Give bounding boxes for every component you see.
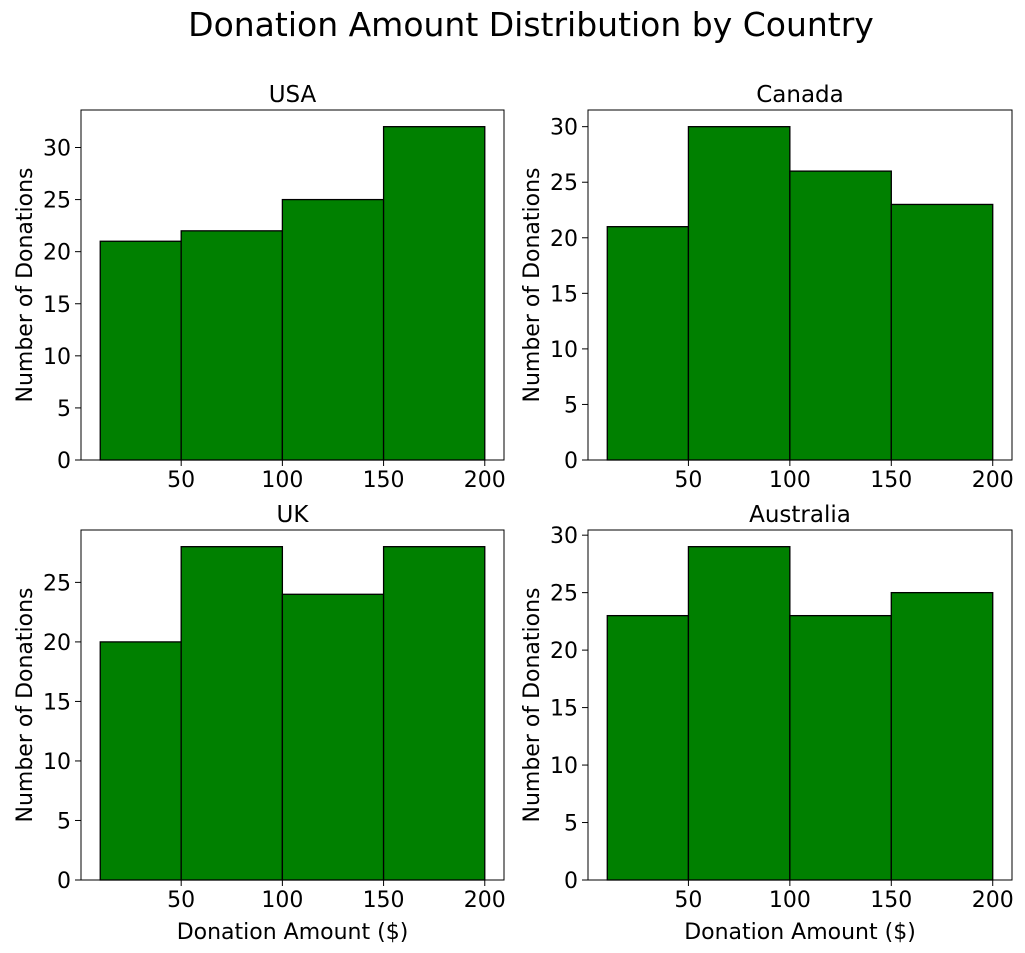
x-tick-label-usa-100: 100 [261, 468, 303, 493]
y-axis-label-usa: Number of Donations [13, 168, 38, 403]
y-tick-label-australia-20: 20 [550, 639, 578, 664]
axes-frame-australia [587, 529, 1013, 881]
bar-uk-3 [281, 593, 385, 881]
y-tick-label-usa-5: 5 [57, 397, 71, 422]
x-tick-label-uk-50: 50 [167, 888, 195, 913]
y-tick-label-canada-30: 30 [550, 116, 578, 141]
y-tick-label-usa-0: 0 [57, 449, 71, 474]
x-tick-label-canada-50: 50 [674, 468, 702, 493]
x-tick-label-canada-200: 200 [972, 468, 1014, 493]
bar-usa-2 [180, 230, 284, 461]
bar-canada-1 [606, 226, 690, 461]
bar-uk-2 [180, 546, 284, 881]
y-tick-label-australia-10: 10 [550, 754, 578, 779]
y-tick-label-canada-5: 5 [564, 393, 578, 418]
x-axis-label-australia: Donation Amount ($) [684, 920, 916, 945]
y-tick-label-canada-10: 10 [550, 338, 578, 363]
bar-canada-4 [890, 203, 994, 461]
x-tick-label-canada-100: 100 [769, 468, 811, 493]
axes-frame-uk [80, 529, 505, 881]
panel-usa: 50 100 150 200 0 5 10 15 20 25 30 USA Number of Dona… [13, 82, 506, 493]
y-axis-label-canada: Number of Donations [520, 168, 545, 403]
x-tick-label-uk-150: 150 [363, 888, 405, 913]
bar-australia-1 [606, 614, 690, 881]
bar-canada-2 [687, 126, 791, 461]
y-tick-label-australia-5: 5 [564, 812, 578, 837]
panel-uk: 50 100 150 200 0 5 10 15 20 25 UK Number of Donatio… [13, 502, 506, 945]
x-tick-label-usa-200: 200 [464, 468, 506, 493]
subplot-title-australia: Australia [749, 502, 851, 528]
y-tick-label-canada-25: 25 [550, 171, 578, 196]
bar-uk-1 [99, 641, 182, 881]
x-tick-label-australia-50: 50 [674, 888, 702, 913]
x-tick-label-australia-200: 200 [972, 888, 1014, 913]
y-tick-label-usa-20: 20 [43, 241, 71, 266]
axes-frame-usa [80, 109, 505, 461]
bar-usa-4 [382, 126, 486, 461]
y-tick-label-usa-25: 25 [43, 189, 71, 214]
subplot-title-canada: Canada [756, 82, 844, 108]
bar-australia-3 [789, 614, 892, 881]
y-tick-label-uk-20: 20 [43, 631, 71, 656]
y-tick-label-canada-15: 15 [550, 282, 578, 307]
y-tick-label-usa-15: 15 [43, 293, 71, 318]
bar-usa-3 [281, 198, 385, 461]
y-tick-label-canada-20: 20 [550, 227, 578, 252]
figure-title: Donation Amount Distribution by Country [188, 5, 874, 44]
y-tick-label-usa-10: 10 [43, 345, 71, 370]
y-axis-label-uk: Number of Donations [13, 588, 38, 823]
x-tick-label-australia-150: 150 [870, 888, 912, 913]
x-tick-label-usa-50: 50 [167, 468, 195, 493]
panel-canada: 50 100 150 200 0 5 10 15 20 25 30 Canada Number of D… [520, 82, 1014, 493]
y-tick-label-uk-5: 5 [57, 809, 71, 834]
bar-australia-2 [687, 546, 791, 881]
y-tick-label-uk-10: 10 [43, 750, 71, 775]
bar-australia-4 [890, 591, 994, 881]
bar-uk-4 [382, 546, 486, 881]
x-tick-label-uk-100: 100 [261, 888, 303, 913]
subplot-title-usa: USA [269, 82, 317, 108]
x-tick-label-canada-150: 150 [870, 468, 912, 493]
subplot-title-uk: UK [277, 502, 310, 528]
bar-canada-3 [789, 170, 892, 461]
y-tick-label-australia-0: 0 [564, 869, 578, 894]
y-tick-label-usa-30: 30 [43, 137, 71, 162]
x-axis-label-uk: Donation Amount ($) [177, 920, 409, 945]
panel-australia: 50 100 150 200 0 5 10 15 20 25 30 Australia Number o… [520, 502, 1014, 945]
x-tick-label-uk-200: 200 [464, 888, 506, 913]
y-axis-label-australia: Number of Donations [520, 588, 545, 823]
y-tick-label-uk-25: 25 [43, 571, 71, 596]
x-tick-label-usa-150: 150 [363, 468, 405, 493]
y-tick-label-australia-25: 25 [550, 582, 578, 607]
axes-frame-canada [587, 109, 1013, 461]
y-tick-label-uk-0: 0 [57, 869, 71, 894]
x-tick-label-australia-100: 100 [769, 888, 811, 913]
y-tick-label-canada-0: 0 [564, 449, 578, 474]
y-tick-label-australia-15: 15 [550, 697, 578, 722]
y-tick-label-uk-15: 15 [43, 690, 71, 715]
bar-usa-1 [99, 240, 182, 461]
y-tick-label-australia-30: 30 [550, 524, 578, 549]
